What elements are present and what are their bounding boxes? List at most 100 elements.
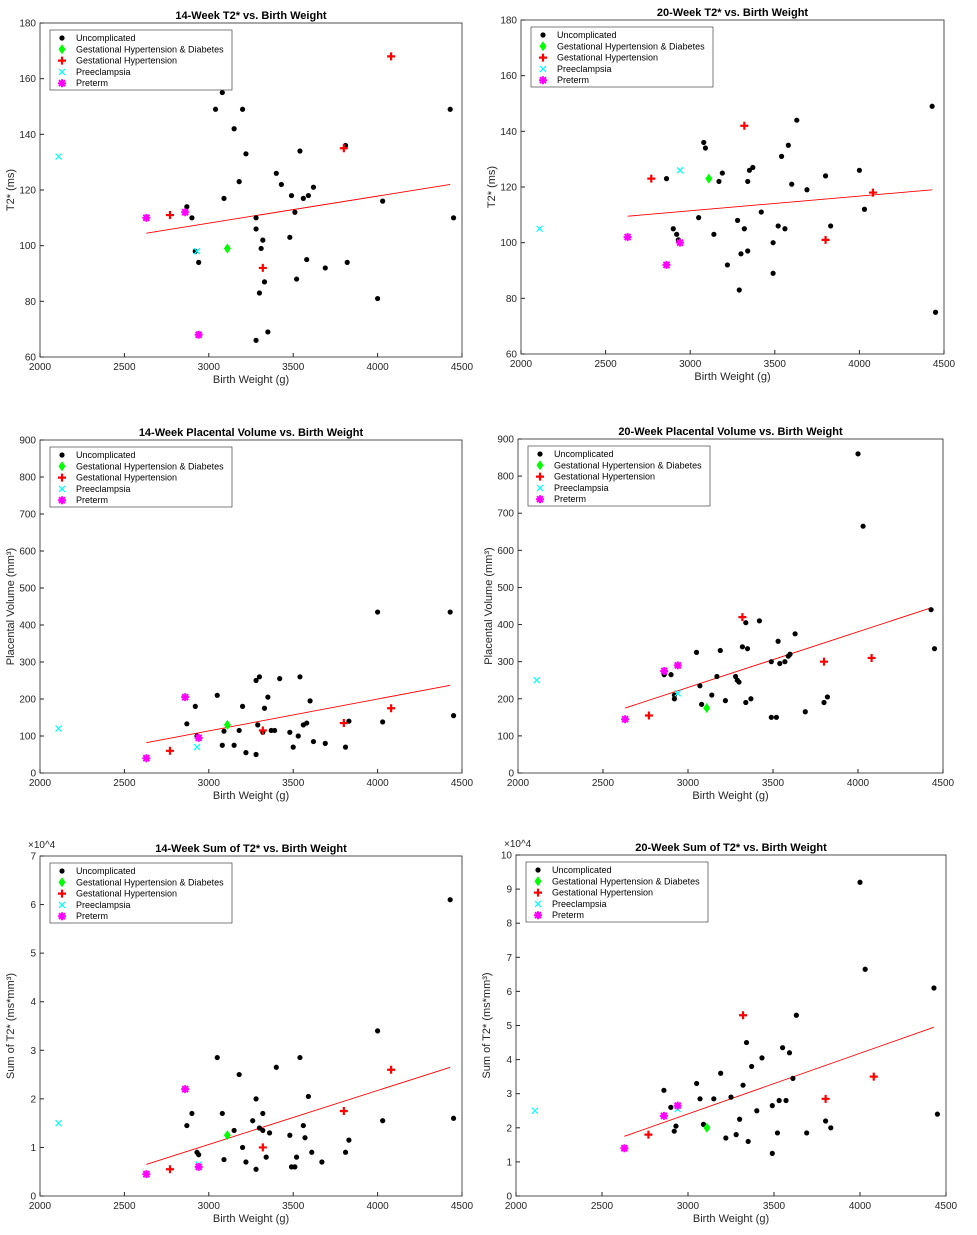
- uncomplicated-point: [782, 659, 788, 665]
- gh-point: [739, 1011, 748, 1020]
- ghd-point: [223, 243, 231, 254]
- x-tick-label: 4500: [932, 778, 955, 789]
- uncomplicated-point: [221, 728, 227, 734]
- uncomplicated-point: [718, 1070, 724, 1076]
- x-tick-label: 2000: [29, 362, 52, 373]
- fit-line: [627, 189, 933, 217]
- legend-label: Gestational Hypertension: [552, 888, 653, 898]
- uncomplicated-point: [696, 215, 702, 221]
- uncomplicated-point: [862, 966, 868, 972]
- uncomplicated-point: [243, 1159, 249, 1165]
- uncomplicated-point: [346, 1137, 352, 1143]
- uncomplicated-point: [253, 1166, 259, 1172]
- uncomplicated-point: [450, 713, 457, 719]
- y-tick-label: 0: [30, 1192, 36, 1203]
- gh-point: [740, 121, 749, 130]
- ghd-point: [58, 461, 66, 472]
- y-tick-label: 7: [30, 852, 36, 863]
- uncomplicated-point: [375, 609, 381, 615]
- legend-label: Preterm: [554, 494, 586, 504]
- x-tick-label: 4500: [935, 1201, 958, 1212]
- uncomplicated-point: [256, 674, 263, 680]
- uncomplicated-point: [711, 231, 717, 237]
- uncomplicated-point: [699, 701, 705, 707]
- uncomplicated-point: [744, 646, 751, 652]
- legend-box: [49, 446, 233, 508]
- uncomplicated-point: [673, 1123, 679, 1129]
- gh-point: [339, 144, 348, 153]
- uncomplicated-point: [734, 217, 741, 223]
- uncomplicated-point: [773, 714, 780, 720]
- legend-box: [49, 862, 233, 924]
- uncomplicated-point: [931, 985, 937, 991]
- y-tick-label: 700: [497, 509, 514, 520]
- uncomplicated-point: [774, 1130, 781, 1136]
- preeclampsia-point: [533, 676, 541, 684]
- preeclampsia-point: [674, 689, 682, 697]
- series-2: [644, 1011, 878, 1139]
- uncomplicated-point: [184, 204, 190, 210]
- fit-line: [146, 1066, 451, 1165]
- gh-point: [258, 726, 267, 735]
- y-tick-label: 80: [25, 297, 37, 308]
- preterm-point: [181, 1085, 190, 1094]
- y-tick-label: 10: [501, 851, 513, 862]
- preeclampsia-point: [193, 247, 201, 255]
- uncomplicated-point: [288, 192, 295, 199]
- x-tick-label: 4000: [366, 1201, 389, 1212]
- uncomplicated-point: [790, 1075, 796, 1081]
- ghd-point: [534, 876, 542, 887]
- uncomplicated-point: [236, 1071, 242, 1078]
- uncomplicated-point: [305, 1093, 311, 1100]
- y-tick-label: 0: [508, 769, 514, 780]
- ghd-point: [703, 1122, 711, 1133]
- uncomplicated-point: [287, 1132, 293, 1138]
- gh-point: [869, 1072, 878, 1081]
- uncomplicated-point: [189, 1110, 195, 1117]
- y-tick-label: 0: [506, 1192, 512, 1203]
- preterm-point: [58, 912, 66, 921]
- preeclampsia-point: [58, 485, 66, 493]
- uncomplicated-point: [782, 226, 788, 232]
- x-tick-label: 4500: [451, 778, 474, 789]
- preterm-point: [142, 754, 151, 763]
- uncomplicated-point: [192, 703, 198, 710]
- legend-label: Preeclampsia: [557, 64, 612, 74]
- uncomplicated-point: [253, 1096, 259, 1102]
- uncomplicated-point: [701, 139, 707, 146]
- uncomplicated-point: [239, 1144, 246, 1151]
- x-tick-label: 4000: [847, 778, 870, 789]
- x-axis-label: Birth Weight (g): [213, 374, 289, 386]
- uncomplicated-point: [717, 647, 723, 654]
- uncomplicated-point: [769, 1150, 775, 1156]
- preeclampsia-point: [58, 901, 66, 909]
- ghd-point: [58, 44, 66, 55]
- uncomplicated-point: [189, 215, 195, 221]
- y-tick-label: 200: [497, 694, 514, 705]
- uncomplicated-point: [934, 1111, 941, 1117]
- uncomplicated-point: [297, 148, 303, 154]
- uncomplicated-point: [239, 703, 246, 710]
- x-tick-label: 3000: [198, 362, 221, 373]
- uncomplicated-point: [722, 698, 729, 704]
- gh-point: [165, 1165, 174, 1174]
- series-0: [184, 897, 457, 1172]
- uncomplicated-point: [304, 720, 310, 726]
- x-tick-label: 3500: [764, 359, 787, 370]
- uncomplicated-point: [192, 248, 198, 254]
- uncomplicated-point: [716, 178, 722, 185]
- x-tick-label: 2500: [594, 359, 617, 370]
- y-tick-label: 1: [506, 1157, 512, 1168]
- uncomplicated-point: [293, 276, 300, 282]
- uncomplicated-point: [239, 106, 246, 112]
- uncomplicated-point: [737, 1116, 743, 1122]
- uncomplicated-point: [290, 744, 296, 750]
- series-0: [663, 103, 939, 315]
- y-tick-label: 900: [19, 436, 36, 447]
- legend-label: Uncomplicated: [552, 865, 612, 875]
- series-1: [703, 1122, 711, 1133]
- legend-label: Preterm: [76, 911, 108, 921]
- uncomplicated-point: [214, 1054, 220, 1061]
